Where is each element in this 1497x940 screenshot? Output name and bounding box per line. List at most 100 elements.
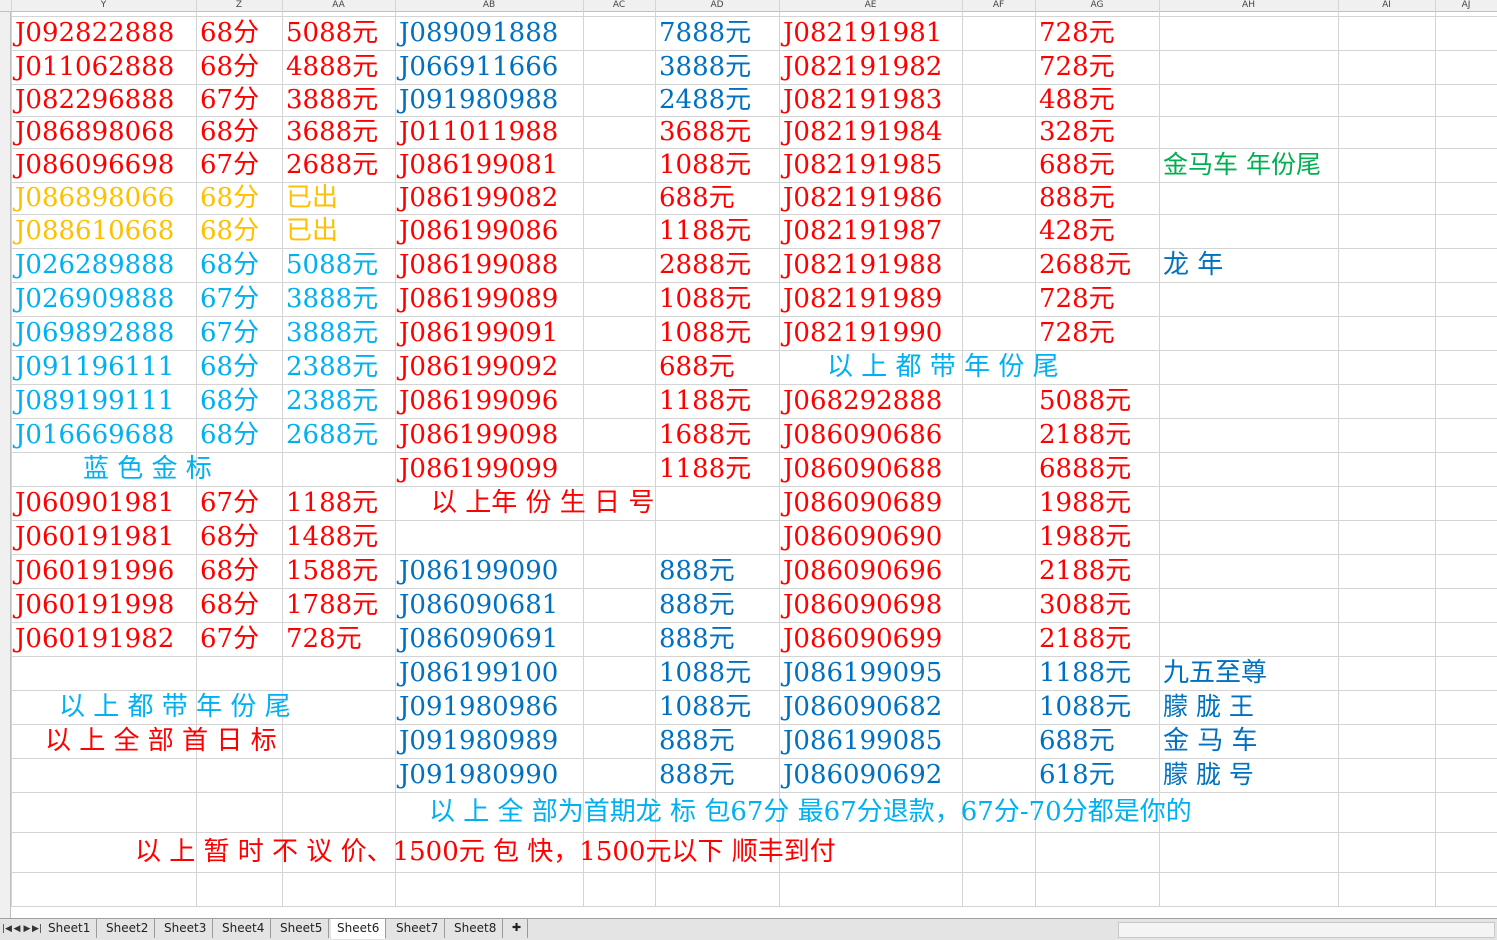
cell-aa[interactable]: 5088元 xyxy=(286,250,379,280)
column-header-z[interactable]: Z xyxy=(235,0,243,10)
cell-ad[interactable]: 888元 xyxy=(659,624,735,654)
cell-aa[interactable]: 3888元 xyxy=(286,85,379,115)
cell-aa[interactable]: 1488元 xyxy=(286,522,379,552)
cell-ag[interactable]: 488元 xyxy=(1039,85,1115,115)
cell-ag[interactable]: 688元 xyxy=(1039,150,1115,180)
column-header-ad[interactable]: AD xyxy=(710,0,724,10)
cell-aa[interactable]: 5088元 xyxy=(286,18,379,48)
cell-aa[interactable]: 1588元 xyxy=(286,556,379,586)
cell-ad[interactable]: 688元 xyxy=(659,352,735,382)
cell-ab[interactable]: J091980986 xyxy=(399,692,559,722)
cell-ab[interactable]: J086199081 xyxy=(399,150,559,180)
cell-ae[interactable]: J082191984 xyxy=(783,117,943,147)
cell-z[interactable]: 67分 xyxy=(200,284,260,314)
cell-ag[interactable]: 728元 xyxy=(1039,318,1115,348)
cell-ab[interactable]: J011011988 xyxy=(399,117,559,147)
last-sheet-icon[interactable]: ▶| xyxy=(32,924,42,934)
column-header-af[interactable]: AF xyxy=(992,0,1005,10)
add-sheet-icon[interactable]: ✚ xyxy=(506,919,529,938)
cell-ae[interactable]: J086090689 xyxy=(783,488,943,518)
cell-y[interactable]: J092822888 xyxy=(15,18,175,48)
cell-ag[interactable]: 2688元 xyxy=(1039,250,1132,280)
cell-ag[interactable]: 2188元 xyxy=(1039,624,1132,654)
cell-z[interactable]: 68分 xyxy=(200,52,260,82)
cell-ae[interactable]: J082191985 xyxy=(783,150,943,180)
cell-y[interactable]: J016669688 xyxy=(15,420,175,450)
cell-ae[interactable]: J086090682 xyxy=(783,692,943,722)
cell-z[interactable]: 67分 xyxy=(200,150,260,180)
cell-aa[interactable]: 3688元 xyxy=(286,117,379,147)
cell-ab[interactable]: J086199096 xyxy=(399,386,559,416)
cell-z[interactable]: 68分 xyxy=(200,386,260,416)
cell-z[interactable]: 68分 xyxy=(200,250,260,280)
cell-ag[interactable]: 2188元 xyxy=(1039,420,1132,450)
column-header-aj[interactable]: AJ xyxy=(1461,0,1471,10)
cell-aa[interactable]: 3888元 xyxy=(286,318,379,348)
cell-ad[interactable]: 1188元 xyxy=(659,216,752,246)
cell-y[interactable]: J060901981 xyxy=(15,488,175,518)
cell-z[interactable]: 68分 xyxy=(200,556,260,586)
cell-y[interactable]: J060191996 xyxy=(15,556,175,586)
sheet-tab-sheet7[interactable]: Sheet7 xyxy=(390,919,446,938)
cell-ab[interactable]: J086090691 xyxy=(399,624,559,654)
cell-ag[interactable]: 6888元 xyxy=(1039,454,1132,484)
cell-y[interactable]: J086898066 xyxy=(15,183,175,213)
cell-z[interactable]: 68分 xyxy=(200,420,260,450)
cell-ab[interactable]: J086199086 xyxy=(399,216,559,246)
cell-y[interactable]: J026909888 xyxy=(15,284,175,314)
cell-z[interactable]: 67分 xyxy=(200,318,260,348)
cell-aa[interactable]: 3888元 xyxy=(286,284,379,314)
cell-y[interactable]: J060191982 xyxy=(15,624,175,654)
sheet-tab-sheet3[interactable]: Sheet3 xyxy=(158,919,214,938)
sheet-tab-sheet6[interactable]: Sheet6 xyxy=(331,919,387,939)
cell-y[interactable]: J089199111 xyxy=(15,386,175,416)
cell-ab[interactable]: J089091888 xyxy=(399,18,559,48)
cell-ae[interactable]: J082191986 xyxy=(783,183,943,213)
cell-ag[interactable]: 1188元 xyxy=(1039,658,1132,688)
cell-ae[interactable]: J082191989 xyxy=(783,284,943,314)
sheet-tab-sheet4[interactable]: Sheet4 xyxy=(216,919,272,938)
cell-ae[interactable]: J086090696 xyxy=(783,556,943,586)
column-header-y[interactable]: Y xyxy=(100,0,107,10)
cell-ad[interactable]: 2488元 xyxy=(659,85,752,115)
cell-z[interactable]: 68分 xyxy=(200,352,260,382)
cell-ab[interactable]: J086090681 xyxy=(399,590,559,620)
sheet-tab-sheet2[interactable]: Sheet2 xyxy=(100,919,156,938)
horizontal-scrollbar[interactable] xyxy=(1118,922,1495,938)
column-header-ae[interactable]: AE xyxy=(864,0,877,10)
cell-ad[interactable]: 1088元 xyxy=(659,284,752,314)
cell-ab[interactable]: J066911666 xyxy=(399,52,559,82)
sheet-tab-sheet8[interactable]: Sheet8 xyxy=(448,919,504,938)
cell-ad[interactable]: 1088元 xyxy=(659,150,752,180)
cell-ae[interactable]: J082191990 xyxy=(783,318,943,348)
cell-ae[interactable]: J082191988 xyxy=(783,250,943,280)
cell-ah[interactable]: 朦 胧 王 xyxy=(1163,692,1254,721)
cell-ah[interactable]: 朦 胧 号 xyxy=(1163,760,1254,789)
cell-ad[interactable]: 3688元 xyxy=(659,117,752,147)
cell-z[interactable]: 67分 xyxy=(200,488,260,518)
cell-aa[interactable]: 2388元 xyxy=(286,386,379,416)
cell-ad[interactable]: 3888元 xyxy=(659,52,752,82)
cell-ah[interactable]: 金马车 年份尾 xyxy=(1163,150,1321,179)
cell-ad[interactable]: 1088元 xyxy=(659,658,752,688)
cell-y[interactable]: J088610668 xyxy=(15,216,175,246)
cell-ag[interactable]: 2188元 xyxy=(1039,556,1132,586)
cell-ab[interactable]: J086199088 xyxy=(399,250,559,280)
row-header-gutter[interactable] xyxy=(0,12,11,918)
cell-ag[interactable]: 1088元 xyxy=(1039,692,1132,722)
cell-ad[interactable]: 2888元 xyxy=(659,250,752,280)
cell-ad[interactable]: 888元 xyxy=(659,760,735,790)
cell-ag[interactable]: 728元 xyxy=(1039,284,1115,314)
cell-z[interactable]: 68分 xyxy=(200,522,260,552)
cell-ae[interactable]: J086090699 xyxy=(783,624,943,654)
cell-ab[interactable]: J086199091 xyxy=(399,318,559,348)
cell-ad[interactable]: 1188元 xyxy=(659,386,752,416)
cell-aa[interactable]: 2688元 xyxy=(286,150,379,180)
cell-ah[interactable]: 金 马 车 xyxy=(1163,726,1258,756)
cell-ab[interactable]: J086199082 xyxy=(399,183,559,213)
cell-ab[interactable]: J091980990 xyxy=(399,760,559,790)
cell-z[interactable]: 67分 xyxy=(200,85,260,115)
cell-ag[interactable]: 5088元 xyxy=(1039,386,1132,416)
cell-ag[interactable]: 428元 xyxy=(1039,216,1115,246)
cell-ag[interactable]: 618元 xyxy=(1039,760,1115,790)
